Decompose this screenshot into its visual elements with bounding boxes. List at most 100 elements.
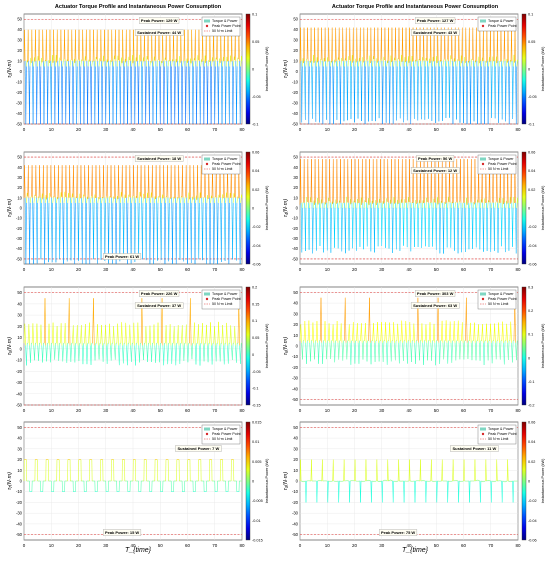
y-tick-label: 30 <box>293 311 298 316</box>
colorbar <box>246 422 250 540</box>
colorbar-tick-label: -0.04 <box>528 244 537 248</box>
y-tick-label: 20 <box>293 322 298 327</box>
x-tick-label: 20 <box>76 127 82 132</box>
y-tick-label: 50 <box>293 155 298 160</box>
y-tick-label: 20 <box>293 185 298 190</box>
colorbar-label: Instantaneous Power (kW) <box>541 323 545 368</box>
y-tick-label: -30 <box>16 511 23 516</box>
y-tick-label: 30 <box>293 175 298 180</box>
legend-swatch <box>480 293 486 296</box>
legend-entry: Torque & Power <box>212 19 238 23</box>
y-tick-label: -20 <box>292 365 299 370</box>
x-tick-label: 60 <box>461 543 467 548</box>
annotation-text: Peak Power: 56 W <box>418 156 452 161</box>
y-axis-label: τ₂(N·m) <box>283 60 289 78</box>
y-tick-label: -30 <box>16 236 23 241</box>
y-tick-label: 0 <box>20 346 23 351</box>
y-tick-label: -40 <box>16 521 23 526</box>
colorbar-tick-label: -0.005 <box>252 499 263 503</box>
legend-swatch <box>204 428 210 431</box>
y-tick-label: -50 <box>16 122 23 127</box>
y-tick-label: -40 <box>16 246 23 251</box>
y-tick-label: 50 <box>17 425 22 430</box>
colorbar-tick-label: 0.05 <box>252 40 259 44</box>
x-tick-label: 20 <box>76 543 82 548</box>
y-tick-label: 0 <box>296 479 299 484</box>
colorbar-tick-label: -0.1 <box>528 380 535 384</box>
x-tick-label: 60 <box>461 127 467 132</box>
y-tick-label: -30 <box>292 236 299 241</box>
colorbar-label: Instantaneous Power (kW) <box>265 458 269 503</box>
y-tick-label: 0 <box>20 69 23 74</box>
y-tick-label: -20 <box>16 90 23 95</box>
y-tick-label: 0 <box>296 344 299 349</box>
y-tick-label: -10 <box>16 489 23 494</box>
y-tick-label: 40 <box>17 436 22 441</box>
annotation-text: Peak Power: 75 W <box>381 530 415 535</box>
legend-entry: Torque & Power <box>488 427 514 431</box>
annotation-text: Sustained Power: 37 W <box>137 303 181 308</box>
x-axis-label-left: T_{time} <box>125 547 152 554</box>
y-tick-label: -20 <box>292 226 299 231</box>
x-axis-label-right: T_{time} <box>402 547 429 554</box>
legend-swatch <box>480 158 486 161</box>
x-tick-label: 70 <box>488 127 494 132</box>
colorbar-tick-label: -0.06 <box>528 263 537 267</box>
y-tick-label: 30 <box>17 313 22 318</box>
y-tick-label: 20 <box>17 185 22 190</box>
y-tick-label: -30 <box>292 376 299 381</box>
y-axis-label: τ₅(N·m) <box>7 337 13 355</box>
panels: 0 10 20 30 40 50 60 70 80 -50 -40 -30 -20 -10 0 10 20 30 4… <box>7 13 545 549</box>
y-tick-label: -20 <box>16 226 23 231</box>
x-tick-label: 30 <box>103 408 109 413</box>
legend-entry: Peak Power Point <box>488 162 517 166</box>
y-axis-label: τ₃(N·m) <box>7 199 13 217</box>
legend-entry: Torque & Power <box>488 157 514 161</box>
y-tick-label: -50 <box>16 403 23 408</box>
colorbar-tick-label: -0.015 <box>252 539 263 543</box>
colorbar-tick-label: 0.05 <box>252 336 259 340</box>
y-axis-label: τ₈(N·m) <box>283 472 289 491</box>
y-tick-label: -10 <box>16 358 23 363</box>
legend-marker <box>206 25 208 27</box>
y-tick-label: 10 <box>293 468 298 473</box>
x-tick-label: 30 <box>379 127 385 132</box>
colorbar-tick-label: 0.2 <box>252 286 257 290</box>
colorbar-tick-label: 0.06 <box>528 151 535 155</box>
x-tick-label: 30 <box>103 543 109 548</box>
x-tick-label: 50 <box>158 127 164 132</box>
legend-entry: 50 N·m Limit <box>488 437 508 441</box>
x-tick-label: 80 <box>239 127 245 132</box>
colorbar-tick-label: -0.06 <box>528 539 537 543</box>
x-tick-label: 10 <box>49 267 55 272</box>
y-tick-label: 30 <box>17 175 22 180</box>
colorbar-tick-label: -0.05 <box>252 95 261 99</box>
y-tick-label: 40 <box>293 301 298 306</box>
x-tick-label: 70 <box>212 127 218 132</box>
x-tick-label: 60 <box>185 127 191 132</box>
y-tick-label: -10 <box>292 216 299 221</box>
legend-marker <box>482 298 484 300</box>
y-tick-label: -30 <box>292 511 299 516</box>
x-tick-label: 0 <box>299 267 302 272</box>
legend-marker <box>206 298 208 300</box>
colorbar <box>246 287 250 405</box>
y-tick-label: 10 <box>17 335 22 340</box>
colorbar-label: Instantaneous Power (kW) <box>265 323 269 368</box>
y-tick-label: -30 <box>292 101 299 106</box>
colorbar-tick-label: -0.04 <box>528 519 537 523</box>
colorbar <box>246 152 250 264</box>
x-tick-label: 70 <box>212 408 218 413</box>
x-tick-label: 0 <box>23 543 26 548</box>
legend-swatch <box>204 158 210 161</box>
y-axis-label: τ₆(N·m) <box>283 337 289 355</box>
colorbar <box>246 14 250 124</box>
colorbar-tick-label: 0.015 <box>252 421 262 425</box>
y-tick-label: 40 <box>293 27 298 32</box>
y-tick-label: 10 <box>293 333 298 338</box>
y-tick-label: 10 <box>17 468 22 473</box>
y-axis-label: τ₄(N·m) <box>283 199 289 217</box>
colorbar-label: Instantaneous Power (kW) <box>541 458 545 503</box>
colorbar-tick-label: 0 <box>528 480 530 484</box>
